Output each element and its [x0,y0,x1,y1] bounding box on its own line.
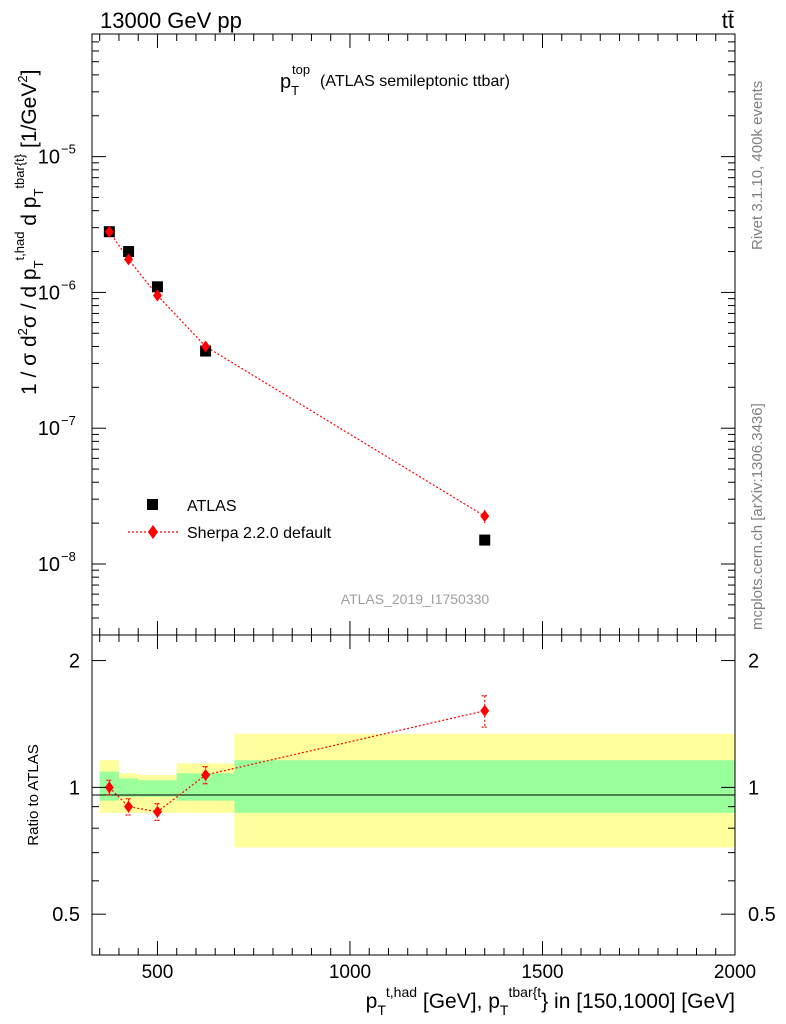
main-title-p: p [280,71,291,93]
ratio-y-tick-label-right: 2 [748,651,759,673]
y-label-part: ] [18,70,41,76]
x-label-part: tbar{t [508,984,541,1000]
x-label-part: T [377,1002,386,1018]
y-tick-label-exp: −6 [61,277,76,292]
y-label-part: 1 / σ d [18,335,41,395]
x-tick-label: 500 [142,962,174,983]
ratio-y-tick-label-right: 0.5 [748,904,776,926]
y-label-part: σ / d p [18,268,41,328]
ratio-panel: 0.5 0.5 1 1 2 2 500 1000 1500 2000 Ratio to ATLAS… [25,634,776,1018]
energy-label: 13000 GeV pp [100,8,242,33]
ratio-y-axis-label: Ratio to ATLAS [25,744,42,845]
main-title-rest: (ATLAS semileptonic ttbar) [320,73,510,90]
y-tick-label-exp: −5 [61,142,76,157]
x-label-part: p [366,990,378,1013]
y-tick-label-exp: −8 [61,549,76,564]
legend-sherpa-label: Sherpa 2.2.0 default [187,525,332,542]
stat-uncertainty-band [234,760,736,813]
y-label-part: T [31,189,46,197]
atlas-point [479,534,491,546]
y-tick-label: 10 [38,147,60,169]
y-label-part: d p [18,197,41,232]
x-axis-label: pTt,had [GeV], pTtbar{t} in [150,1000] [… [366,984,735,1018]
y-label-part: tbar{t} [12,153,27,188]
main-title: pT top (ATLAS semileptonic ttbar) [280,62,510,98]
y-tick-label: 10 [38,554,60,576]
x-tick-label: 1500 [521,962,563,983]
x-label-part: [GeV], p [417,990,500,1013]
y-tick-label: 10 [38,282,60,304]
ratio-y-tick-label-left: 1 [69,777,80,799]
ratio-frame [91,634,736,956]
main-title-sub: T [291,83,299,98]
ratio-sherpa-point [124,800,134,813]
mcplots-label: mcplots.cern.ch [arXiv:1306.3436] [749,403,766,630]
sherpa-point [124,253,134,266]
legend-atlas-marker [147,499,158,510]
ratio-y-tick-label-left: 2 [69,651,80,673]
main-y-axis-label: 1 / σ d2σ / d pTt,had d pTtbar{t} [1/GeV… [12,70,46,395]
main-data-marks [103,225,491,546]
y-label-part: T [31,260,46,268]
ratio-y-tick-label-left: 0.5 [52,904,80,926]
y-tick-label: 10 [38,418,60,440]
legend-atlas-label: ATLAS [187,498,237,515]
svg-text:pT: pT [280,71,299,98]
sherpa-point [480,510,490,523]
sherpa-point [152,289,162,302]
sherpa-point [104,225,114,238]
main-title-sup: top [292,62,310,77]
ratio-sherpa-point [104,781,114,794]
atlas-point [123,246,135,258]
y-label-part: 2 [15,328,30,335]
stat-uncertainty-band [118,778,139,797]
main-panel: 10−510−610−710−8 pT top (ATLAS semilepto… [12,33,736,636]
process-label: tt̄ [722,8,734,33]
ratio-sherpa-point [480,704,490,717]
x-label-part: } in [150,1000] [GeV] [541,990,735,1013]
atlas-point [151,281,163,293]
main-axis-ticks: 10−510−610−710−8 [38,33,736,636]
ratio-bands [99,733,736,848]
x-tick-label: 1000 [329,962,371,983]
x-label-part: T [500,1002,509,1018]
legend: ATLAS Sherpa 2.2.0 default [128,498,332,542]
x-label-part: t,had [386,984,417,1000]
rivet-label: Rivet 3.1.10, 400k events [749,81,766,250]
ratio-data-marks [104,695,490,821]
ratio-axis-ticks: 0.5 0.5 1 1 2 2 500 1000 1500 2000 [52,635,776,983]
legend-sherpa-marker [148,525,158,539]
ratio-y-tick-label-right: 1 [748,777,759,799]
y-label-part: [1/GeV [18,83,41,154]
ratio-sherpa-point [152,805,162,818]
ratio-sherpa-point [201,768,211,781]
y-label-part: t,had [12,232,27,261]
sherpa-line [108,231,486,517]
stat-uncertainty-band [138,780,177,797]
y-label-part: 2 [15,75,30,82]
sherpa-point [201,340,211,353]
y-tick-label-exp: −7 [61,413,76,428]
analysis-label: ATLAS_2019_I1750330 [341,591,490,607]
x-tick-label: 2000 [714,962,756,983]
main-frame [91,33,736,636]
